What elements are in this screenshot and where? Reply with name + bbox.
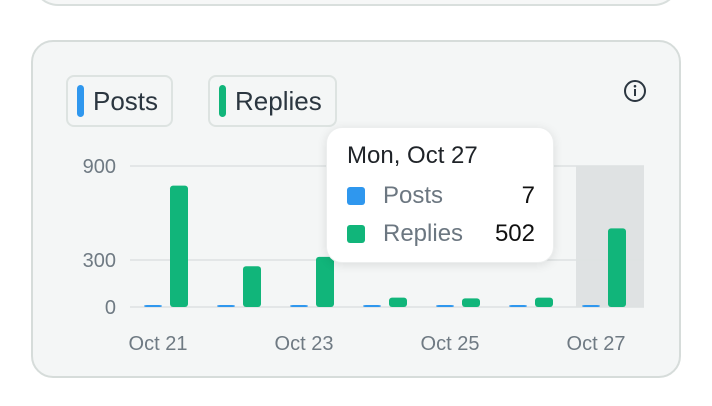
bar-posts-oct-27[interactable] (582, 305, 600, 307)
y-tick-label: 0 (105, 297, 116, 319)
bar-posts-oct-24[interactable] (363, 305, 381, 307)
x-tick-label: Oct 27 (567, 333, 626, 355)
info-icon[interactable] (623, 79, 647, 103)
y-tick-label: 900 (83, 156, 116, 178)
replies-color-swatch (219, 85, 226, 117)
tooltip-title: Mon, Oct 27 (347, 142, 478, 169)
x-tick-label: Oct 25 (421, 333, 480, 355)
chart-tooltip: Mon, Oct 27 Posts 7 Replies 502 (326, 127, 554, 263)
tooltip-posts-label: Posts (383, 182, 444, 209)
bar-replies-oct-22[interactable] (243, 266, 261, 307)
x-axis-labels: Oct 21 Oct 23 Oct 25 Oct 27 (129, 333, 626, 355)
y-tick-label: 300 (83, 250, 116, 272)
tooltip-replies-label: Replies (383, 220, 464, 247)
bar-replies-oct-26[interactable] (535, 297, 553, 307)
bar-replies-oct-21[interactable] (170, 185, 188, 307)
bar-posts-oct-26[interactable] (509, 305, 527, 307)
tooltip-row-posts: Posts 7 (347, 181, 535, 211)
tooltip-replies-swatch (347, 225, 365, 243)
tooltip-posts-swatch (347, 187, 365, 205)
legend-chip-posts[interactable]: Posts (66, 75, 174, 127)
bar-replies-oct-24[interactable] (389, 297, 407, 307)
bar-posts-oct-25[interactable] (436, 305, 454, 307)
x-tick-label: Oct 23 (275, 333, 334, 355)
legend-label-replies: Replies (235, 85, 322, 116)
tooltip-replies-value: 502 (494, 220, 535, 247)
tooltip-posts-value: 7 (521, 182, 535, 209)
legend-label-posts: Posts (93, 85, 159, 116)
bar-replies-oct-27[interactable] (608, 228, 626, 307)
bars (144, 185, 626, 307)
y-axis-labels: 900 300 0 (83, 156, 116, 319)
bar-replies-oct-23[interactable] (316, 256, 334, 307)
legend-chip-replies[interactable]: Replies (208, 75, 337, 127)
bar-replies-oct-25[interactable] (462, 298, 480, 307)
bar-posts-oct-23[interactable] (290, 305, 308, 307)
posts-color-swatch (77, 85, 84, 117)
tooltip-row-replies: Replies 502 (347, 219, 535, 249)
x-tick-label: Oct 21 (129, 333, 188, 355)
chart-card: Posts Replies (31, 40, 681, 378)
bar-posts-oct-22[interactable] (217, 305, 235, 307)
bar-posts-oct-21[interactable] (144, 305, 162, 307)
